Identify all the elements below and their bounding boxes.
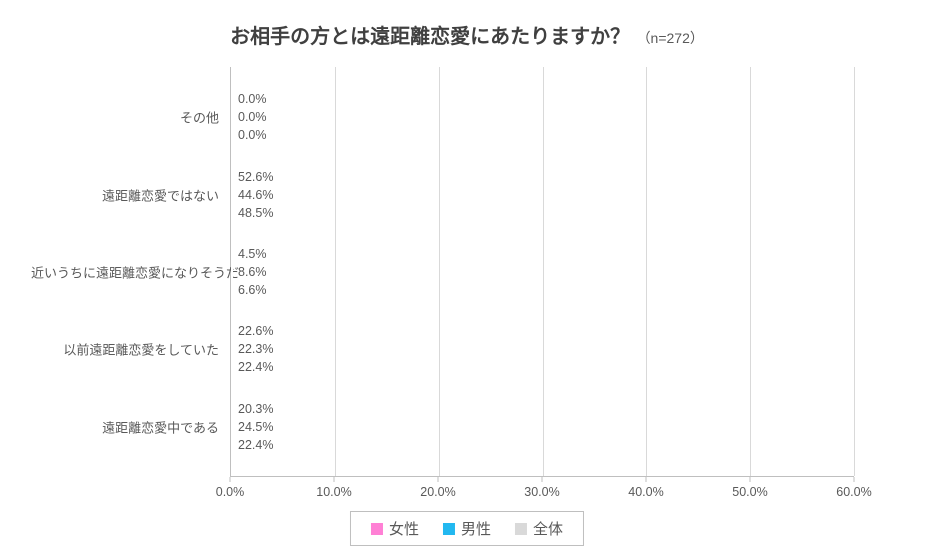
bar-value-label: 22.6%	[232, 324, 273, 338]
chart-title-row: お相手の方とは遠距離恋愛にあたりますか？ （n=272）	[30, 20, 904, 49]
y-axis-label: 以前遠距離恋愛をしていた	[31, 340, 231, 359]
bar-all: 22.4%	[231, 358, 233, 376]
bar-male: 0.0%	[231, 108, 233, 126]
category-group: 以前遠距離恋愛をしていた22.6%22.3%22.4%	[231, 322, 854, 376]
xtick-label: 20.0%	[420, 485, 455, 499]
bar-value-label: 48.5%	[232, 206, 273, 220]
xtick-label: 60.0%	[836, 485, 871, 499]
bar-value-label: 0.0%	[232, 110, 267, 124]
chart-subtitle: （n=272）	[637, 30, 704, 46]
xtick-mark	[438, 477, 439, 482]
legend-swatch	[515, 523, 527, 535]
xtick-label: 50.0%	[732, 485, 767, 499]
xtick-mark	[750, 477, 751, 482]
gridline	[854, 67, 855, 476]
legend-item-male: 男性	[443, 518, 491, 539]
bar-value-label: 52.6%	[232, 170, 273, 184]
bar-female: 52.6%	[231, 168, 233, 186]
legend: 女性 男性 全体	[350, 511, 584, 546]
legend-label: 女性	[389, 518, 419, 539]
category-group: 遠距離恋愛ではない52.6%44.6%48.5%	[231, 168, 854, 222]
y-axis-label: 遠距離恋愛ではない	[31, 185, 231, 204]
xtick-mark	[542, 477, 543, 482]
bar-value-label: 0.0%	[232, 128, 267, 142]
bar-male: 24.5%	[231, 418, 233, 436]
bar-male: 44.6%	[231, 186, 233, 204]
legend-swatch	[443, 523, 455, 535]
xtick-mark	[334, 477, 335, 482]
bar-male: 22.3%	[231, 340, 233, 358]
xtick-label: 10.0%	[316, 485, 351, 499]
chart-title: お相手の方とは遠距離恋愛にあたりますか？	[230, 26, 630, 48]
legend-label: 男性	[461, 518, 491, 539]
xtick-label: 30.0%	[524, 485, 559, 499]
legend-swatch	[371, 523, 383, 535]
bar-value-label: 44.6%	[232, 188, 273, 202]
bar-value-label: 22.4%	[232, 360, 273, 374]
bar-female: 20.3%	[231, 400, 233, 418]
xtick-label: 0.0%	[216, 485, 245, 499]
bar-value-label: 24.5%	[232, 420, 273, 434]
y-axis-label: 遠距離恋愛中である	[31, 417, 231, 436]
bar-value-label: 6.6%	[232, 283, 267, 297]
bar-all: 48.5%	[231, 204, 233, 222]
category-group: 遠距離恋愛中である20.3%24.5%22.4%	[231, 400, 854, 454]
bar-male: 8.6%	[231, 263, 233, 281]
category-group: 近いうちに遠距離恋愛になりそうだ4.5%8.6%6.6%	[231, 245, 854, 299]
bar-value-label: 4.5%	[232, 247, 267, 261]
plot-area: その他0.0%0.0%0.0% 遠距離恋愛ではない52.6%44.6%48.5% 近…	[230, 67, 854, 477]
bar-value-label: 22.3%	[232, 342, 273, 356]
bar-value-label: 20.3%	[232, 402, 273, 416]
xtick-mark	[646, 477, 647, 482]
xtick-label: 40.0%	[628, 485, 663, 499]
bar-all: 0.0%	[231, 126, 233, 144]
bar-value-label: 0.0%	[232, 92, 267, 106]
x-axis: 0.0%10.0%20.0%30.0%40.0%50.0%60.0%	[230, 477, 854, 501]
xtick-mark	[854, 477, 855, 482]
xtick-mark	[230, 477, 231, 482]
bar-value-label: 8.6%	[232, 265, 267, 279]
bar-all: 6.6%	[231, 281, 233, 299]
bar-value-label: 22.4%	[232, 438, 273, 452]
legend-item-all: 全体	[515, 518, 563, 539]
bar-female: 0.0%	[231, 90, 233, 108]
bar-female: 4.5%	[231, 245, 233, 263]
legend-label: 全体	[533, 518, 563, 539]
bar-female: 22.6%	[231, 322, 233, 340]
bar-all: 22.4%	[231, 436, 233, 454]
y-axis-label: 近いうちに遠距離恋愛になりそうだ	[31, 263, 231, 282]
y-axis-label: その他	[31, 108, 231, 127]
legend-item-female: 女性	[371, 518, 419, 539]
category-group: その他0.0%0.0%0.0%	[231, 90, 854, 144]
